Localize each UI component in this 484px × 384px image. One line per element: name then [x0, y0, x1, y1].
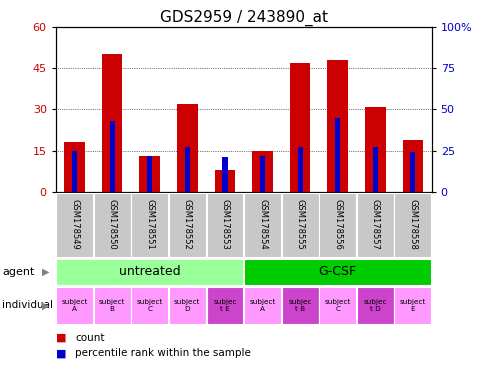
Bar [393, 287, 430, 324]
Bar [168, 287, 205, 324]
Bar [131, 287, 168, 324]
Bar [177, 104, 197, 192]
Bar [56, 287, 93, 324]
Bar [56, 259, 243, 285]
Text: individual: individual [2, 300, 53, 310]
Text: GSM178552: GSM178552 [182, 199, 192, 250]
Bar [93, 287, 130, 324]
Text: subjec
t D: subjec t D [363, 299, 386, 312]
Text: GSM178554: GSM178554 [257, 199, 267, 250]
Text: ■: ■ [56, 348, 66, 358]
Text: ▶: ▶ [42, 300, 50, 310]
Bar [318, 193, 355, 257]
Text: untreated: untreated [119, 265, 180, 278]
Text: GSM178557: GSM178557 [370, 199, 379, 250]
Title: GDS2959 / 243890_at: GDS2959 / 243890_at [159, 9, 327, 25]
Bar [243, 259, 430, 285]
Bar [281, 287, 318, 324]
Text: percentile rank within the sample: percentile rank within the sample [75, 348, 251, 358]
Bar [131, 193, 168, 257]
Text: subject
D: subject D [174, 299, 200, 312]
Bar [356, 287, 393, 324]
Text: GSM178550: GSM178550 [107, 199, 117, 250]
Text: subjec
t B: subjec t B [288, 299, 311, 312]
Bar [409, 152, 415, 192]
Bar [56, 193, 93, 257]
Text: ▶: ▶ [42, 266, 50, 277]
Text: subject
A: subject A [249, 299, 275, 312]
Bar [327, 60, 348, 192]
Text: subject
E: subject E [399, 299, 425, 312]
Bar [356, 193, 393, 257]
Bar [372, 147, 377, 192]
Text: subject
A: subject A [61, 299, 88, 312]
Bar [72, 151, 77, 192]
Bar [206, 287, 243, 324]
Bar [184, 147, 190, 192]
Text: G-CSF: G-CSF [318, 265, 356, 278]
Bar [214, 170, 235, 192]
Bar [243, 287, 280, 324]
Text: subjec
t E: subjec t E [213, 299, 236, 312]
Bar [222, 157, 227, 192]
Bar [289, 63, 310, 192]
Bar [393, 193, 430, 257]
Text: subject
C: subject C [324, 299, 350, 312]
Text: agent: agent [2, 266, 35, 277]
Text: ■: ■ [56, 333, 66, 343]
Text: GSM178553: GSM178553 [220, 199, 229, 250]
Text: GSM178558: GSM178558 [408, 199, 417, 250]
Bar [168, 193, 205, 257]
Bar [252, 151, 272, 192]
Text: subject
B: subject B [99, 299, 125, 312]
Bar [364, 107, 385, 192]
Text: GSM178549: GSM178549 [70, 199, 79, 250]
Bar [297, 147, 302, 192]
Bar [147, 156, 152, 192]
Bar [334, 118, 340, 192]
Bar [318, 287, 355, 324]
Bar [402, 140, 423, 192]
Bar [93, 193, 130, 257]
Bar [109, 121, 115, 192]
Bar [281, 193, 318, 257]
Text: GSM178556: GSM178556 [333, 199, 342, 250]
Bar [102, 55, 122, 192]
Bar [206, 193, 243, 257]
Text: GSM178551: GSM178551 [145, 199, 154, 250]
Bar [64, 142, 85, 192]
Text: count: count [75, 333, 105, 343]
Bar [139, 156, 160, 192]
Bar [243, 193, 280, 257]
Bar [259, 156, 265, 192]
Text: GSM178555: GSM178555 [295, 199, 304, 250]
Text: subject
C: subject C [136, 299, 163, 312]
